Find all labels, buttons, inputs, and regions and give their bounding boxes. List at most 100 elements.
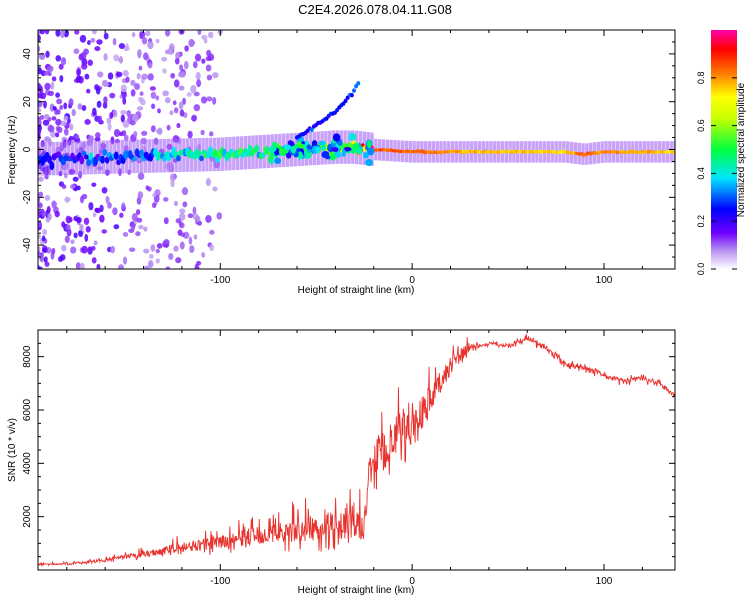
noise-point <box>96 39 103 45</box>
ridge-point <box>83 154 89 160</box>
noise-point <box>99 204 104 213</box>
snr-marks <box>38 334 675 568</box>
noise-point <box>55 55 62 62</box>
noise-point <box>93 240 98 246</box>
noise-point <box>131 223 136 231</box>
noise-point <box>141 130 148 136</box>
noise-point <box>38 67 43 75</box>
noise-point <box>103 96 108 104</box>
noise-point <box>170 72 176 79</box>
noise-point <box>173 200 178 207</box>
x-tick-label: 0 <box>409 275 415 286</box>
noise-point <box>103 53 108 61</box>
noise-point <box>162 197 169 202</box>
ridge-point <box>208 146 214 153</box>
noise-point <box>113 128 121 137</box>
noise-point <box>149 253 154 259</box>
snr-axes: -100 0 100 2000 4000 6000 8000 <box>22 330 675 587</box>
noise-point <box>200 96 207 104</box>
noise-point <box>56 109 61 115</box>
noise-point <box>194 215 201 223</box>
noise-point <box>169 110 174 116</box>
ridge-point <box>274 157 282 164</box>
noise-point <box>121 130 127 136</box>
noise-point <box>176 123 181 129</box>
ridge-point <box>278 148 287 155</box>
colorbar-gradient <box>711 30 737 269</box>
noise-point <box>120 114 125 123</box>
noise-point <box>94 46 101 52</box>
noise-point <box>38 266 43 269</box>
ridge-point <box>290 145 297 154</box>
noise-point <box>44 30 50 35</box>
noise-point <box>179 208 186 214</box>
noise-point <box>70 239 75 245</box>
colorbar-tick-label: 0.0 <box>696 263 706 276</box>
noise-point <box>60 57 67 66</box>
ridge-point <box>306 144 312 150</box>
ridge-point <box>285 152 292 159</box>
noise-point <box>137 172 145 181</box>
noise-point <box>75 75 82 83</box>
noise-point <box>69 184 76 190</box>
noise-point <box>109 92 116 99</box>
colorbar-ticks: 0.0 0.2 0.4 0.6 0.8 <box>696 72 737 276</box>
noise-point <box>156 242 163 249</box>
noise-point <box>44 261 50 267</box>
noise-point <box>141 73 148 80</box>
ridge-point <box>297 151 303 160</box>
noise-point <box>119 212 124 218</box>
noise-point <box>200 129 205 136</box>
x-tick-label: -100 <box>210 275 230 286</box>
colorbar-tick-label: 0.8 <box>696 72 706 85</box>
noise-point <box>48 125 55 133</box>
noise-point <box>157 108 161 114</box>
noise-point <box>38 202 43 209</box>
noise-point <box>106 117 112 125</box>
noise-point <box>55 92 61 98</box>
noise-point <box>72 176 79 182</box>
noise-point <box>130 89 136 97</box>
spectrogram-x-axis-label: Height of straight line (km) <box>298 285 415 296</box>
noise-point <box>43 70 51 76</box>
noise-point <box>206 96 213 102</box>
noise-point <box>133 130 138 138</box>
ridge-halo <box>55 141 59 176</box>
spectrogram-marks <box>38 30 675 269</box>
ridge-point <box>304 151 312 159</box>
noise-point <box>51 247 56 255</box>
noise-point <box>162 90 169 97</box>
figure-title: C2E4.2026.078.04.11.G08 <box>298 2 452 17</box>
noise-point <box>179 64 184 71</box>
noise-point <box>38 246 41 253</box>
noise-point <box>61 184 67 189</box>
ridge-point <box>270 152 275 157</box>
noise-point <box>183 61 189 70</box>
ridge-halo <box>201 137 205 172</box>
noise-point <box>52 105 57 111</box>
noise-point <box>212 72 219 79</box>
ridge-point <box>362 152 369 159</box>
ridge-point <box>199 155 204 162</box>
noise-point <box>145 185 150 190</box>
y-tick-label: 0 <box>22 146 33 152</box>
noise-point <box>74 134 80 140</box>
branch-point <box>309 127 314 133</box>
ridge-point <box>240 152 246 158</box>
noise-point <box>39 115 45 120</box>
ridge-halo <box>258 135 263 169</box>
noise-point <box>164 30 171 37</box>
noise-point <box>102 101 108 109</box>
noise-point <box>122 97 127 105</box>
noise-point <box>178 85 185 91</box>
noise-point <box>94 84 100 91</box>
noise-point <box>55 132 60 138</box>
noise-point <box>40 92 47 100</box>
noise-point <box>152 192 157 198</box>
noise-point <box>209 229 215 235</box>
noise-point <box>193 61 198 69</box>
noise-point <box>174 57 180 65</box>
noise-point <box>121 202 126 210</box>
noise-point <box>94 207 99 213</box>
snr-series-line <box>38 334 675 568</box>
